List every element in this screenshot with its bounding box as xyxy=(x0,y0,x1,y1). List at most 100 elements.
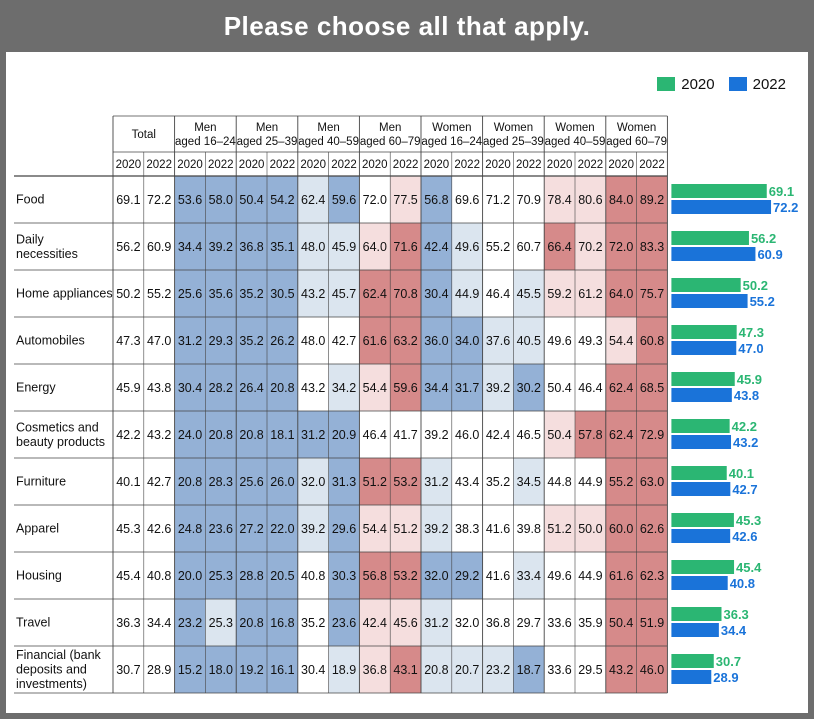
table-cell-value: 43.4 xyxy=(455,475,479,489)
table-cell-value: 60.9 xyxy=(147,240,171,254)
year-header: 2020 xyxy=(239,159,265,171)
table-cell-value: 46.0 xyxy=(640,663,664,677)
table-cell-value: 51.2 xyxy=(363,475,387,489)
legend-item-2022: 2022 xyxy=(728,76,786,93)
table-cell-bg xyxy=(390,411,421,458)
row-label: Furniture xyxy=(16,475,66,489)
table-cell-bg xyxy=(267,646,298,693)
table-cell-bg xyxy=(421,270,452,317)
table-cell-bg xyxy=(267,458,298,505)
table-cell-bg xyxy=(544,411,575,458)
bar-label-2022: 55.2 xyxy=(750,294,775,309)
table-cell-value: 50.0 xyxy=(578,522,602,536)
table-cell-bg xyxy=(297,317,329,364)
table-cell-value: 33.6 xyxy=(547,616,571,630)
table-cell-bg xyxy=(513,176,545,223)
table-cell-value: 45.6 xyxy=(393,616,417,630)
table-cell-value: 26.2 xyxy=(270,334,294,348)
table-cell-value: 34.4 xyxy=(424,381,448,395)
table-cell-bg xyxy=(636,505,668,552)
row-label-line: Automobiles xyxy=(16,334,85,348)
table-cell-value: 42.7 xyxy=(332,334,356,348)
table-cell-value: 51.9 xyxy=(640,616,664,630)
table-cell-value: 39.2 xyxy=(424,522,448,536)
table-cell-bg xyxy=(113,458,144,505)
table-cell-bg xyxy=(143,223,175,270)
row-label: Cosmetics and beauty products xyxy=(16,420,105,449)
bar-label-2022: 47.0 xyxy=(738,341,763,356)
year-header: 2020 xyxy=(547,159,573,171)
bar-2022 xyxy=(671,388,732,402)
bar-label-2020: 30.7 xyxy=(716,654,741,669)
table-cell-bg xyxy=(143,364,175,411)
table-cell-value: 35.1 xyxy=(270,240,294,254)
table-cell-value: 24.0 xyxy=(178,428,202,442)
table-cell-value: 42.2 xyxy=(116,428,140,442)
table-cell-bg xyxy=(513,411,545,458)
table-cell-value: 54.4 xyxy=(609,334,633,348)
table-cell-value: 29.3 xyxy=(209,334,233,348)
table-cell-bg xyxy=(636,223,668,270)
bar-label-2020: 45.4 xyxy=(736,560,762,575)
table-cell-bg xyxy=(575,317,606,364)
row-label: Apparel xyxy=(16,522,59,536)
table-cell-bg xyxy=(297,552,329,599)
table-cell-value: 49.6 xyxy=(547,569,571,583)
table-cell-value: 35.2 xyxy=(486,475,510,489)
table-cell-bg xyxy=(113,270,144,317)
table-cell-value: 63.2 xyxy=(393,334,417,348)
table-cell-bg xyxy=(174,411,206,458)
bar-2022 xyxy=(671,623,719,637)
table-cell-bg xyxy=(205,552,237,599)
table-cell-bg xyxy=(143,505,175,552)
bar-2020 xyxy=(671,231,749,245)
table-cell-bg xyxy=(205,458,237,505)
table-cell-value: 20.8 xyxy=(239,428,263,442)
group-header-line1: Total xyxy=(132,129,156,141)
table-cell-bg xyxy=(482,411,514,458)
table-cell-value: 23.6 xyxy=(209,522,233,536)
bar-2020 xyxy=(671,607,722,621)
bar-2022 xyxy=(671,341,737,355)
bar-2022 xyxy=(671,529,731,543)
year-header: 2022 xyxy=(270,159,296,171)
table-cell-bg xyxy=(575,223,606,270)
table-cell-bg xyxy=(544,317,575,364)
table-cell-bg xyxy=(421,599,452,646)
table-cell-bg xyxy=(113,599,144,646)
row-label-line: Furniture xyxy=(16,475,66,489)
table-cell-value: 29.5 xyxy=(578,663,602,677)
table-cell-bg xyxy=(236,270,267,317)
table-cell-value: 31.2 xyxy=(301,428,325,442)
table-cell-bg xyxy=(513,364,545,411)
table-cell-bg xyxy=(421,552,452,599)
table-cell-value: 39.2 xyxy=(301,522,325,536)
table-cell-bg xyxy=(390,364,421,411)
table-cell-bg xyxy=(390,176,421,223)
table-cell-value: 69.6 xyxy=(455,193,479,207)
table-cell-bg xyxy=(328,505,360,552)
table-cell-bg xyxy=(113,411,144,458)
table-cell-value: 35.2 xyxy=(301,616,325,630)
table-cell-value: 31.2 xyxy=(424,475,448,489)
bar-label-2020: 45.3 xyxy=(736,513,761,528)
table-cell-value: 70.9 xyxy=(517,193,541,207)
table-cell-value: 45.4 xyxy=(116,569,140,583)
table-cell-value: 33.4 xyxy=(517,569,541,583)
table-cell-value: 20.8 xyxy=(270,381,294,395)
table-cell-value: 24.8 xyxy=(178,522,202,536)
table-cell-value: 29.7 xyxy=(517,616,541,630)
table-cell-bg xyxy=(451,458,483,505)
year-header: 2020 xyxy=(608,159,634,171)
table-cell-bg xyxy=(421,458,452,505)
table-cell-bg xyxy=(513,223,545,270)
table-cell-bg xyxy=(575,505,606,552)
bar-label-2022: 28.9 xyxy=(713,670,738,685)
table-cell-value: 33.6 xyxy=(547,663,571,677)
table-cell-bg xyxy=(328,599,360,646)
table-cell-bg xyxy=(513,317,545,364)
table-cell-value: 46.0 xyxy=(455,428,479,442)
table-cell-bg xyxy=(482,364,514,411)
table-cell-value: 61.6 xyxy=(609,569,633,583)
